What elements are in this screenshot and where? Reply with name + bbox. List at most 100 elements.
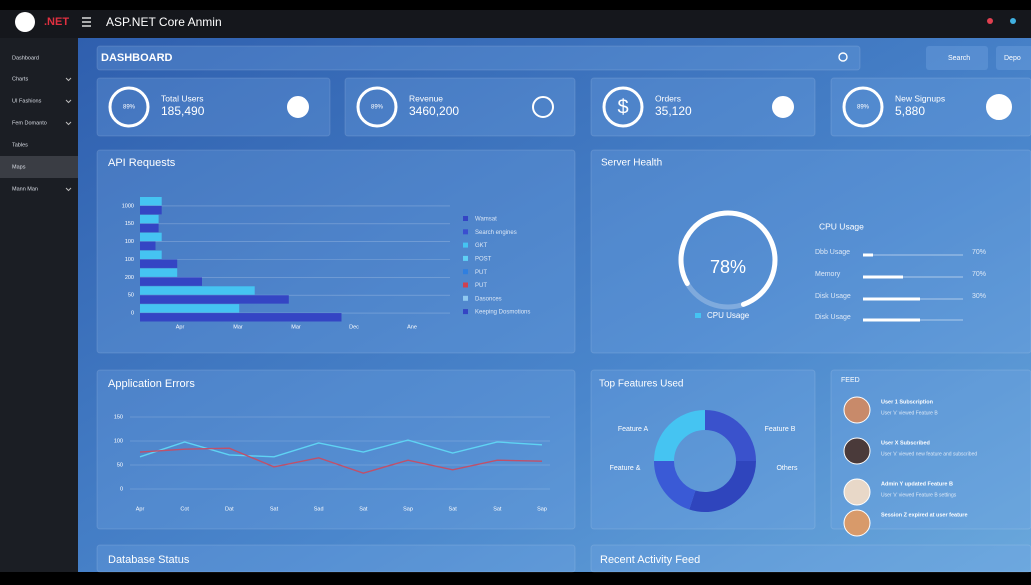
x-tick-label: Dec <box>349 324 359 330</box>
legend-swatch <box>463 216 468 221</box>
stat-ring-label: 89% <box>123 105 136 111</box>
y-tick-label: 100 <box>125 257 134 263</box>
feed-item-title: User 1 Subscription <box>881 399 934 405</box>
chevron <box>65 77 72 82</box>
metric-bar <box>863 253 873 257</box>
bar <box>140 259 178 268</box>
bar <box>140 295 289 304</box>
y-tick-label: 0 <box>120 486 123 492</box>
panel-title: Top Features Used <box>599 379 684 390</box>
stat-ring <box>602 86 644 128</box>
stat-label: Revenue <box>409 93 443 103</box>
sidebar-active <box>0 156 78 178</box>
donut-segment <box>704 410 756 462</box>
legend-swatch <box>463 295 468 301</box>
legend-swatch <box>463 269 468 275</box>
legend-swatch <box>463 309 468 315</box>
avatar <box>843 437 871 465</box>
stat-ring-label: 89% <box>371 105 384 111</box>
bar <box>140 232 162 242</box>
health-panel <box>590 149 1031 354</box>
donut-label: Feature & <box>610 465 641 472</box>
search-icon[interactable] <box>838 52 848 62</box>
donut-label: Feature B <box>765 426 796 433</box>
sidebar-item[interactable]: Dashboard <box>12 55 39 61</box>
stat-card <box>344 77 576 137</box>
gauge-arc <box>678 210 778 307</box>
x-tick-label: Apr <box>176 324 185 330</box>
metric-name: Memory <box>815 271 841 278</box>
stat-ring <box>842 86 884 128</box>
sidebar-item[interactable]: Mann Man <box>12 186 38 192</box>
stat-card <box>96 77 331 137</box>
sidebar-item[interactable]: Charts <box>12 76 28 82</box>
avatar <box>843 478 871 506</box>
x-tick-label: Sat <box>449 506 458 512</box>
legend-label: GKT <box>475 243 488 249</box>
x-tick-label: Sat <box>270 506 279 512</box>
legend-label: Wamsat <box>475 217 497 223</box>
api-panel <box>96 149 576 354</box>
feed-item-title: Session Z expired at user feature <box>881 512 968 518</box>
feed-item-text: User 'x' viewed Feature B settings <box>881 492 957 498</box>
chevron <box>65 121 72 126</box>
legend-label: Search engines <box>475 230 517 236</box>
bar <box>140 277 202 286</box>
x-tick-label: Sat <box>493 506 502 512</box>
legend-swatch <box>463 255 468 261</box>
topbar-button-label[interactable]: Search <box>948 55 970 62</box>
bar <box>140 304 240 313</box>
stat-label: Orders <box>655 93 681 103</box>
metric-percent: 30% <box>972 293 986 300</box>
stat-icon-circle <box>287 96 309 118</box>
sidebar-item[interactable]: Maps <box>12 164 26 170</box>
metric-bar <box>863 318 920 322</box>
stat-icon-circle <box>532 96 554 118</box>
legend-swatch <box>463 242 468 248</box>
stat-label: Total Users <box>161 93 204 103</box>
chevron <box>65 187 72 192</box>
donut-segment <box>654 410 706 462</box>
topbar-button[interactable] <box>926 46 988 70</box>
bottom-panel <box>96 544 576 573</box>
metric-name: Disk Usage <box>815 293 851 300</box>
feed-panel <box>830 369 1031 530</box>
y-tick-label: 1000 <box>122 203 134 209</box>
x-tick-label: Mar <box>291 324 301 330</box>
feed-item-title: Admin Y updated Feature B <box>881 481 953 487</box>
line-series <box>139 447 543 474</box>
legend-label: PUT <box>475 270 487 276</box>
topbar-button[interactable] <box>996 46 1031 70</box>
topbar-button-label[interactable]: Depo <box>1004 55 1021 62</box>
feed-item-title: User X Subscribed <box>881 440 930 446</box>
stat-value: 185,490 <box>161 104 205 118</box>
logo: .NET <box>44 16 69 28</box>
stat-ring <box>356 86 398 128</box>
notification-icon[interactable] <box>987 18 993 24</box>
bar <box>140 250 162 259</box>
donut-label: Others <box>776 465 798 472</box>
bar <box>140 241 156 251</box>
gauge-value: 78% <box>710 257 746 277</box>
stat-value: 35,120 <box>655 104 692 118</box>
legend-swatch <box>463 282 468 288</box>
sidebar-item[interactable]: Fem Domanto <box>12 120 47 126</box>
topbar-title: DASHBOARD <box>101 52 173 64</box>
message-icon[interactable] <box>1010 18 1016 24</box>
app-title: ASP.NET Core Anmin <box>106 15 222 29</box>
menu-icon[interactable] <box>82 17 91 27</box>
legend-label: POST <box>475 256 492 262</box>
logo-icon <box>15 12 35 32</box>
panel-title: Server Health <box>601 158 662 169</box>
sidebar-item[interactable]: UI Fashions <box>12 98 42 104</box>
metric-name: Dbb Usage <box>815 249 850 256</box>
stat-value: 3460,200 <box>409 104 459 118</box>
y-tick-label: 50 <box>128 293 134 299</box>
x-tick-label: Sap <box>537 506 547 512</box>
bar <box>140 223 159 233</box>
x-tick-label: Apr <box>136 506 145 512</box>
y-tick-label: 150 <box>114 414 123 420</box>
header-bar <box>0 10 1031 38</box>
sidebar-item[interactable]: Tables <box>12 142 28 148</box>
